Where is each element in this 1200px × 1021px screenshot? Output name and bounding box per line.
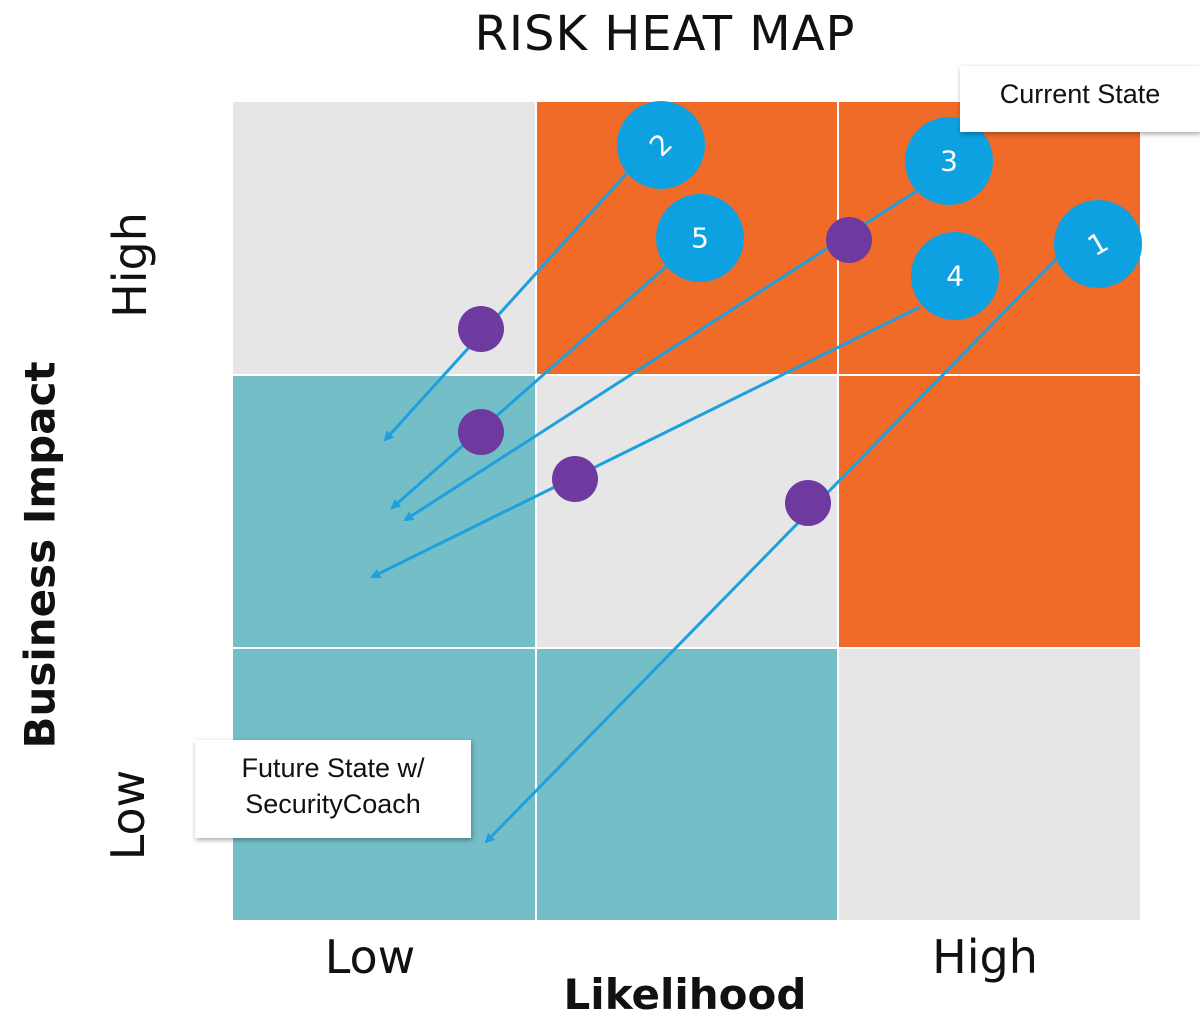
x-axis-title: Likelihood xyxy=(563,970,807,1019)
intermediate-point-risk-3 xyxy=(826,217,872,263)
risk-bubble-1: 1 xyxy=(1054,200,1142,288)
arrow-risk-4 xyxy=(370,305,921,579)
intermediate-point-risk-5 xyxy=(458,409,504,455)
future-state-label: Future State w/ SecurityCoach xyxy=(195,740,471,838)
cell-low-impact-high-likelihood xyxy=(839,649,1140,920)
risk-bubble-label: 3 xyxy=(940,145,958,178)
x-tick-high: High xyxy=(932,930,1038,984)
intermediate-point-risk-4 xyxy=(552,456,598,502)
future-state-text-line2: SecurityCoach xyxy=(245,789,421,819)
x-tick-low: Low xyxy=(324,930,416,984)
cell-medium-impact-high-likelihood xyxy=(839,376,1140,647)
risk-bubble-2: 2 xyxy=(617,101,705,189)
arrow-risk-1 xyxy=(484,253,1062,844)
arrow-risk-2 xyxy=(383,170,630,442)
risk-bubble-5: 5 xyxy=(656,194,744,282)
intermediate-point-risk-2 xyxy=(458,306,504,352)
intermediate-point-risk-1 xyxy=(785,480,831,526)
cell-low-impact-medium-likelihood xyxy=(537,649,837,920)
current-state-text: Current State xyxy=(999,79,1161,109)
risk-bubble-4: 4 xyxy=(911,232,999,320)
chart-title: RISK HEAT MAP xyxy=(474,6,856,62)
risk-bubble-3: 3 xyxy=(905,117,993,205)
current-state-label: Current State xyxy=(960,66,1200,132)
risk-bubble-label: 5 xyxy=(691,222,709,255)
arrow-risk-5 xyxy=(390,263,669,510)
future-state-text-line1: Future State w/ xyxy=(241,753,425,783)
risk-bubble-label: 4 xyxy=(946,260,964,293)
